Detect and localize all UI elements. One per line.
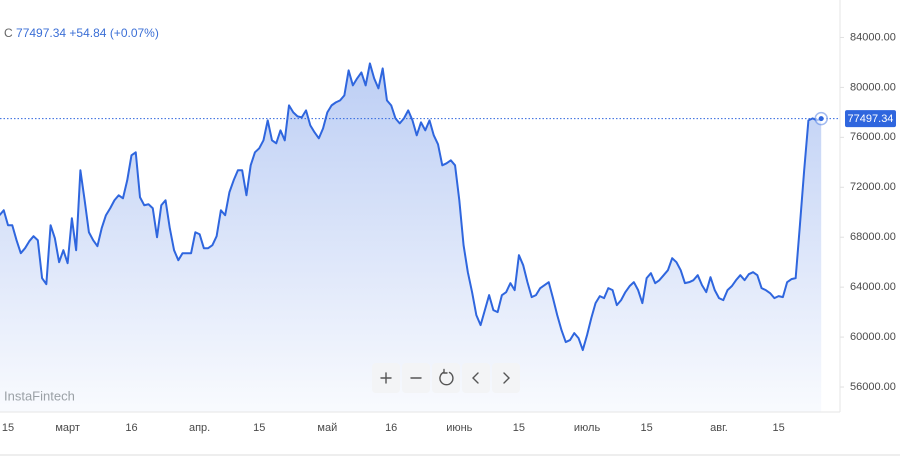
- zoom-out-button[interactable]: [402, 363, 430, 393]
- x-tick-label: июнь: [446, 422, 472, 434]
- scroll-right-button[interactable]: [492, 363, 520, 393]
- y-tick-label: 72000.00: [850, 181, 896, 193]
- x-tick-label: март: [55, 422, 80, 434]
- watermark: InstaFintech: [4, 388, 75, 403]
- price-tag: [845, 110, 896, 128]
- change-percent: (+0.07%): [110, 26, 159, 40]
- x-tick-label: 16: [125, 422, 137, 434]
- scroll-left-button[interactable]: [462, 363, 490, 393]
- x-tick-label: 15: [772, 422, 784, 434]
- x-tick-label: май: [317, 422, 337, 434]
- y-tick-label: 56000.00: [850, 381, 896, 393]
- toolbar: [372, 363, 520, 393]
- y-tick-label: 80000.00: [850, 81, 896, 93]
- symbol: C: [4, 26, 13, 40]
- reset-button[interactable]: [432, 363, 460, 393]
- y-tick-label: 60000.00: [850, 331, 896, 343]
- y-tick-label: 68000.00: [850, 231, 896, 243]
- y-tick-label: 64000.00: [850, 281, 896, 293]
- area-fill: [0, 63, 822, 412]
- price-line: [0, 62, 822, 352]
- x-tick-label: 16: [385, 422, 397, 434]
- change: +54.84: [69, 26, 106, 40]
- y-tick-label: 76000.00: [850, 131, 896, 143]
- x-tick-label: 15: [2, 422, 14, 434]
- last-price: 77497.34: [16, 26, 66, 40]
- y-tick-label: 84000.00: [850, 31, 896, 43]
- x-tick-label: июль: [574, 422, 601, 434]
- x-tick-label: апр.: [189, 422, 210, 434]
- price-tag-label: 77497.34: [848, 113, 894, 125]
- legend-header: C 77497.34 +54.84 (+0.07%): [4, 26, 159, 40]
- x-tick-label: 15: [641, 422, 653, 434]
- zoom-in-button[interactable]: [372, 363, 400, 393]
- x-tick-label: авг.: [710, 422, 728, 434]
- x-tick-label: 15: [253, 422, 265, 434]
- last-point: [818, 116, 824, 122]
- x-tick-label: 15: [513, 422, 525, 434]
- plot-area: [0, 62, 840, 412]
